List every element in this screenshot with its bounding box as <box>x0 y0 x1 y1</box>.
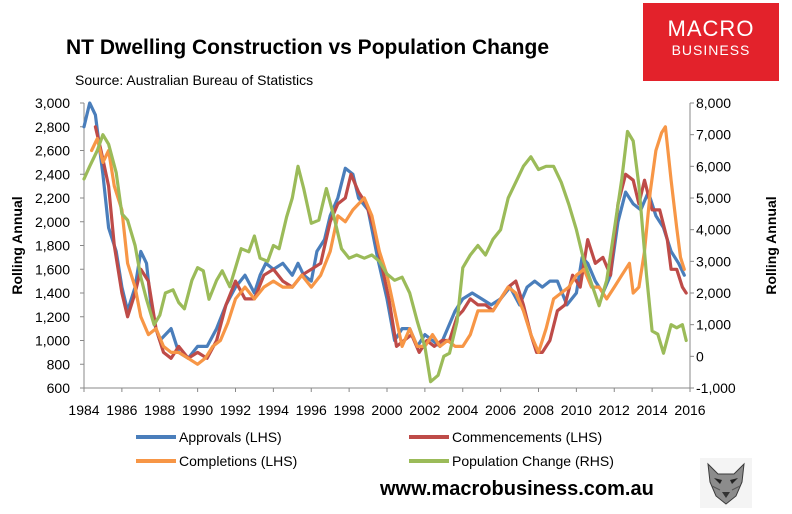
y-axis-title: Rolling Annual <box>9 196 25 294</box>
x-tick-label: 1994 <box>258 402 289 418</box>
chart-axes: 600 800 1,000 1,200 1,400 1,600 1,800 2,000 2,20… <box>9 95 779 418</box>
x-tick-label: 2010 <box>561 402 592 418</box>
x-tick-label: 2002 <box>409 402 440 418</box>
y2-axis-title: Rolling Annual <box>763 196 779 294</box>
legend-label-2: Commencements (LHS) <box>452 429 602 445</box>
series-layer <box>82 101 688 384</box>
x-tick-label: 1990 <box>182 402 213 418</box>
x-tick-label: 2014 <box>637 402 668 418</box>
x-tick-label: 2012 <box>599 402 630 418</box>
y2-tick-label: 3,000 <box>696 253 731 269</box>
y-tick-label: 800 <box>47 356 71 372</box>
legend-label-1: Approvals (LHS) <box>179 429 282 445</box>
x-tick-label: 1998 <box>334 402 365 418</box>
x-tick-label: 1984 <box>68 402 99 418</box>
logo-line-1: MACRO <box>667 16 755 41</box>
y2-tick-label: 4,000 <box>696 222 731 238</box>
y-tick-label: 1,200 <box>35 309 70 325</box>
x-tick-label: 1988 <box>144 402 175 418</box>
chart-source: Source: Australian Bureau of Statistics <box>75 72 314 88</box>
y-tick-label: 3,000 <box>35 95 70 111</box>
y2-tick-label: 6,000 <box>696 158 731 174</box>
series-line-4 <box>82 129 688 384</box>
y-tick-label: 1,600 <box>35 261 70 277</box>
chart-legend: Approvals (LHS) Commencements (LHS) Comple… <box>136 429 614 469</box>
y2-tick-label: 0 <box>696 348 704 364</box>
x-tick-label: 1992 <box>220 402 251 418</box>
x-tick-label: 2004 <box>447 402 478 418</box>
y2-tick-label: 1,000 <box>696 317 731 333</box>
y-tick-label: 2,400 <box>35 166 70 182</box>
series-line-3 <box>89 125 686 366</box>
macrobusiness-logo: MACRO BUSINESS <box>643 3 779 81</box>
x-tick-label: 2016 <box>674 402 705 418</box>
y-tick-label: 2,800 <box>35 119 70 135</box>
y2-tick-label: 5,000 <box>696 190 731 206</box>
chart-title: NT Dwelling Construction vs Population C… <box>66 36 550 59</box>
y-tick-label: 1,800 <box>35 238 70 254</box>
website-url: www.macrobusiness.com.au <box>380 478 654 500</box>
legend-label-4: Population Change (RHS) <box>452 453 614 469</box>
y-tick-label: 1,000 <box>35 333 70 349</box>
y-tick-label: 1,400 <box>35 285 70 301</box>
y2-tick-label: 8,000 <box>696 95 731 111</box>
series-line-1 <box>82 101 686 360</box>
wolf-icon <box>700 458 752 508</box>
y2-tick-label: 7,000 <box>696 127 731 143</box>
y2-tick-label: 2,000 <box>696 285 731 301</box>
y-tick-label: 2,200 <box>35 190 70 206</box>
y-tick-label: 600 <box>47 380 71 396</box>
x-tick-label: 2008 <box>523 402 554 418</box>
logo-line-2: BUSINESS <box>671 42 751 58</box>
y-tick-label: 2,000 <box>35 214 70 230</box>
y-tick-label: 2,600 <box>35 143 70 159</box>
legend-label-3: Completions (LHS) <box>179 453 297 469</box>
x-tick-label: 1986 <box>106 402 137 418</box>
y2-tick-label: -1,000 <box>696 380 736 396</box>
x-tick-label: 2006 <box>485 402 516 418</box>
x-tick-label: 1996 <box>296 402 327 418</box>
x-tick-label: 2000 <box>371 402 402 418</box>
